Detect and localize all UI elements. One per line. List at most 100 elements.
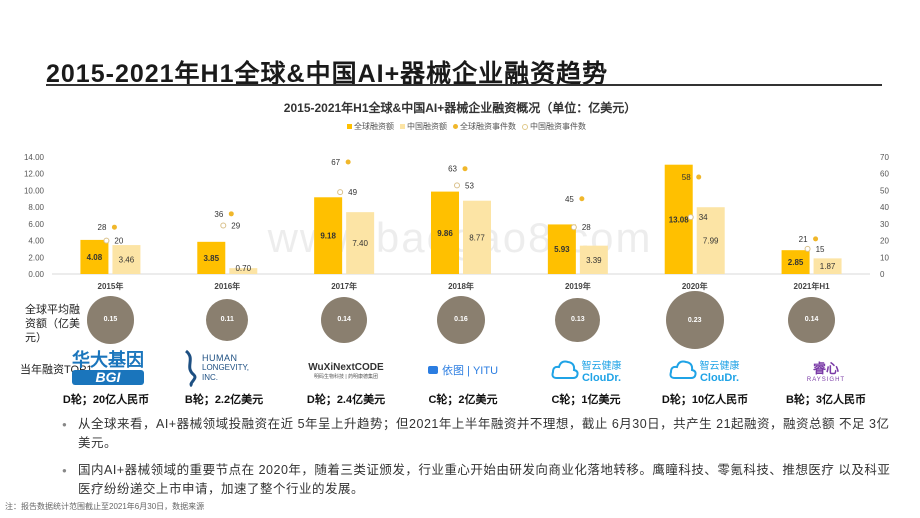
point-china-events: [570, 224, 577, 231]
bar-value-label: 7.40: [352, 239, 368, 248]
bar-global-amount: [197, 241, 226, 274]
avg-amount-label: 全球平均融资额（亿美元）: [25, 304, 80, 344]
x-tick-label: 2019年: [565, 281, 591, 291]
point-global-events: [111, 224, 117, 230]
legend-item-china-events: 中国融资事件数: [522, 121, 586, 132]
x-tick-label: 2017年: [331, 281, 357, 291]
y2-tick-label: 10: [880, 253, 889, 262]
bar-china-amount: [579, 245, 608, 274]
source-note: 注：报告数据统计范围截止至2021年6月30日，数据来源: [5, 502, 205, 511]
logo-text: 依图 | YITU: [441, 365, 499, 377]
bar-value-label: 1.87: [820, 262, 836, 271]
logo-text: 睿心: [812, 360, 839, 376]
yitu-logo: 依图 | YITU: [420, 350, 506, 390]
bar-global-amount: [314, 197, 343, 274]
y2-tick-label: 70: [880, 153, 889, 162]
point-china-events: [804, 245, 811, 252]
helix-icon: [184, 349, 197, 387]
avg-amount-bubble: 0.16: [436, 295, 486, 345]
human-longevity-logo: HUMAN LONGEVITY, INC.: [182, 348, 268, 388]
chart-title: 2015-2021年H1全球&中国AI+器械企业融资概况（单位：亿美元）: [283, 101, 637, 115]
logo-text: BGI: [72, 370, 144, 385]
top1-round-label: C轮；2亿美元: [428, 394, 498, 406]
point-global-events: [579, 196, 585, 202]
point-china-events: [454, 182, 460, 189]
legend-item-global-events: 全球融资事件数: [453, 121, 516, 132]
point-value-label: 21: [799, 235, 808, 244]
bar-value-label: 13.08: [669, 215, 690, 224]
legend-item-global-amount: 全球融资额: [347, 121, 394, 132]
bar-china-amount: [346, 212, 375, 274]
bar-value-label: 5.93: [554, 245, 570, 254]
title-divider: [46, 84, 882, 86]
cloud-icon: [669, 360, 697, 379]
y-tick-label: 10.00: [24, 186, 45, 195]
legend-label: 全球融资额: [354, 122, 394, 131]
avg-amount-bubble: 0.13: [555, 297, 601, 343]
top1-round-label: C轮；1亿美元: [551, 394, 621, 406]
bar-value-label: 2.85: [788, 258, 804, 267]
point-value-label: 28: [98, 223, 107, 232]
point-value-label: 29: [231, 222, 240, 231]
bar-value-label: 7.99: [703, 237, 719, 246]
y2-tick-label: 30: [880, 220, 889, 229]
bar-china-amount: [696, 207, 725, 274]
bgi-logo: 华大基因 BGI: [66, 348, 150, 388]
y-tick-label: 0.00: [28, 270, 44, 279]
x-tick-label: 2016年: [214, 281, 240, 291]
point-value-label: 63: [448, 165, 457, 174]
bar-value-label: 3.39: [586, 256, 602, 265]
legend-swatch-global-amount: [347, 124, 352, 129]
y-tick-label: 6.00: [28, 220, 44, 229]
x-tick-label: 2015年: [98, 281, 124, 291]
bar-value-label: 3.46: [119, 256, 135, 265]
bar-global-amount: [547, 224, 576, 274]
bullet-item: 从全球来看，AI+器械领域投融资在近 5年呈上升趋势；但2021年上半年融资并不…: [62, 415, 892, 453]
y-tick-label: 8.00: [28, 203, 44, 212]
point-value-label: 28: [582, 223, 591, 232]
avg-amount-bubble: 0.11: [206, 298, 249, 342]
top1-round-label: D轮；20亿人民币: [62, 394, 150, 406]
point-global-events: [813, 236, 819, 242]
point-value-label: 34: [699, 213, 708, 222]
avg-amount-bubble: 0.14: [321, 296, 368, 344]
top1-round-label: D轮；10亿人民币: [661, 394, 749, 406]
logo-text: 智云健康: [699, 360, 740, 372]
y-tick-label: 14.00: [24, 153, 45, 162]
logo-text: LONGEVITY, INC.: [202, 363, 249, 382]
point-value-label: 36: [214, 210, 223, 219]
logo-text: HUMAN: [202, 353, 238, 363]
bar-global-amount: [80, 239, 109, 274]
point-value-label: 67: [331, 158, 340, 167]
chart-legend: 全球融资额 中国融资额 全球融资事件数 中国融资事件数: [347, 121, 586, 132]
legend-item-china-amount: 中国融资额: [400, 121, 447, 132]
top1-round-label: B轮；3亿人民币: [785, 394, 867, 406]
bar-china-amount: [112, 245, 141, 274]
legend-label: 全球融资事件数: [460, 122, 516, 131]
logo-text: ClouDr.: [699, 371, 740, 384]
logo-text: 智云健康: [581, 360, 622, 372]
summary-bullets: 从全球来看，AI+器械领域投融资在近 5年呈上升趋势；但2021年上半年融资并不…: [62, 415, 892, 507]
legend-swatch-china-amount: [400, 124, 405, 129]
point-china-events: [220, 222, 227, 229]
top1-round-label: D轮；2.4亿美元: [306, 394, 386, 406]
bar-value-label: 0.70: [235, 264, 251, 273]
y2-tick-label: 50: [880, 186, 889, 195]
point-value-label: 58: [682, 173, 691, 182]
cloud-icon: [551, 360, 579, 379]
wuxinextcode-logo: WuXiNextCODE 明码生物科技 | 药明康德集团: [298, 351, 394, 391]
avg-amount-bubble: 0.23: [665, 291, 724, 349]
logo-text: RAYSIGHT: [806, 376, 846, 383]
cloudr-logo: 智云健康 ClouDr.: [658, 350, 750, 390]
y-tick-label: 4.00: [28, 237, 44, 246]
y-tick-label: 12.00: [24, 170, 45, 179]
point-global-events: [345, 159, 351, 165]
bar-global-amount: [781, 250, 810, 274]
point-china-events: [103, 237, 110, 244]
point-china-events: [337, 189, 344, 196]
bar-global-amount: [664, 164, 693, 274]
bar-china-amount: [229, 268, 258, 274]
logo-text: ClouDr.: [581, 371, 622, 384]
x-tick-label: 2018年: [448, 281, 474, 291]
bar-value-label: 8.77: [469, 233, 485, 242]
